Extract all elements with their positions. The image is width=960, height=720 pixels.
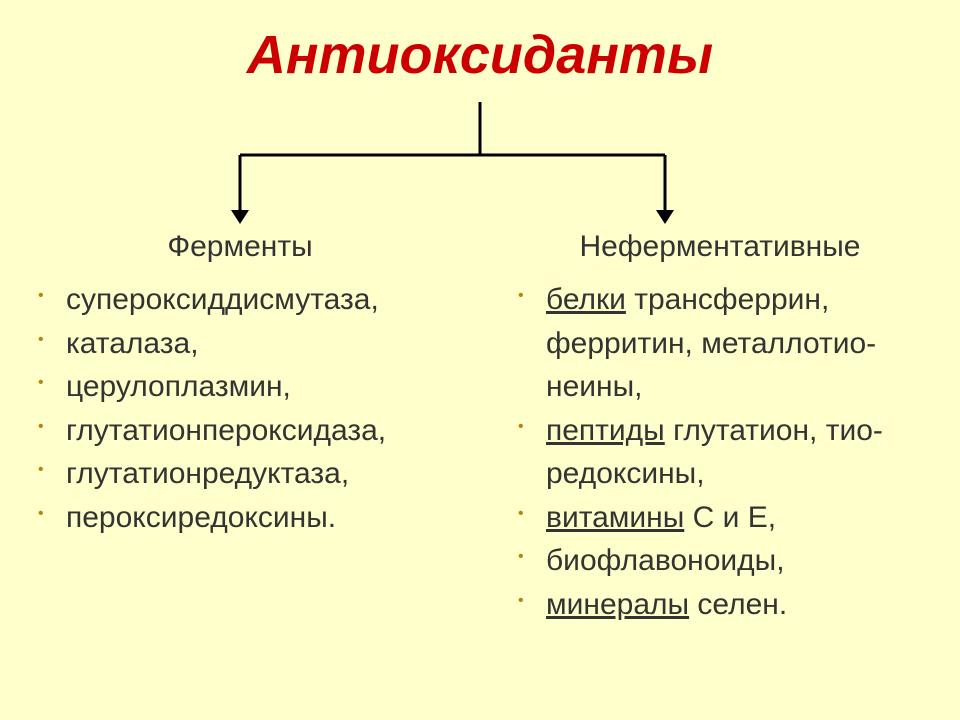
list-text: глутатионпероксидаза, (66, 414, 386, 447)
left-item: глутатионредуктаза, (60, 452, 460, 496)
right-item: пептиды глутатион, тио-редоксины, (540, 409, 940, 496)
list-text: минералы (546, 588, 689, 621)
list-text: С и Е, (684, 501, 776, 534)
right-item: биофлавоноиды, (540, 539, 940, 583)
branch-arrow (0, 100, 960, 250)
list-text: церулоплазмин, (66, 370, 291, 403)
left-item: церулоплазмин, (60, 365, 460, 409)
list-text: супероксиддисмутаза, (66, 283, 379, 316)
right-item: белки трансферрин, ферритин, металлотио-… (540, 278, 940, 409)
list-text: белки (546, 283, 626, 316)
list-text: пероксиредоксины. (66, 501, 336, 534)
right-column: Неферментативные белки трансферрин, ферр… (480, 230, 960, 626)
left-item: пероксиредоксины. (60, 496, 460, 540)
list-text: пептиды (546, 414, 665, 447)
left-header: Ферменты (20, 230, 460, 264)
page-title: Антиоксиданты (0, 24, 960, 86)
list-text: биофлавоноиды, (546, 544, 785, 577)
right-item: минералы селен. (540, 583, 940, 627)
left-item: супероксиддисмутаза, (60, 278, 460, 322)
right-item: витамины С и Е, (540, 496, 940, 540)
left-item: глутатионпероксидаза, (60, 409, 460, 453)
left-column: Ферменты супероксиддисмутаза, каталаза, це… (0, 230, 480, 626)
right-header: Неферментативные (500, 230, 940, 264)
list-text: каталаза, (66, 327, 199, 360)
list-text: витамины (546, 501, 684, 534)
right-list: белки трансферрин, ферритин, металлотио-… (540, 278, 940, 626)
columns-container: Ферменты супероксиддисмутаза, каталаза, це… (0, 230, 960, 626)
list-text: селен. (689, 588, 787, 621)
left-item: каталаза, (60, 322, 460, 366)
left-list: супероксиддисмутаза, каталаза, церулоплазм… (60, 278, 460, 539)
list-text: глутатионредуктаза, (66, 457, 349, 490)
